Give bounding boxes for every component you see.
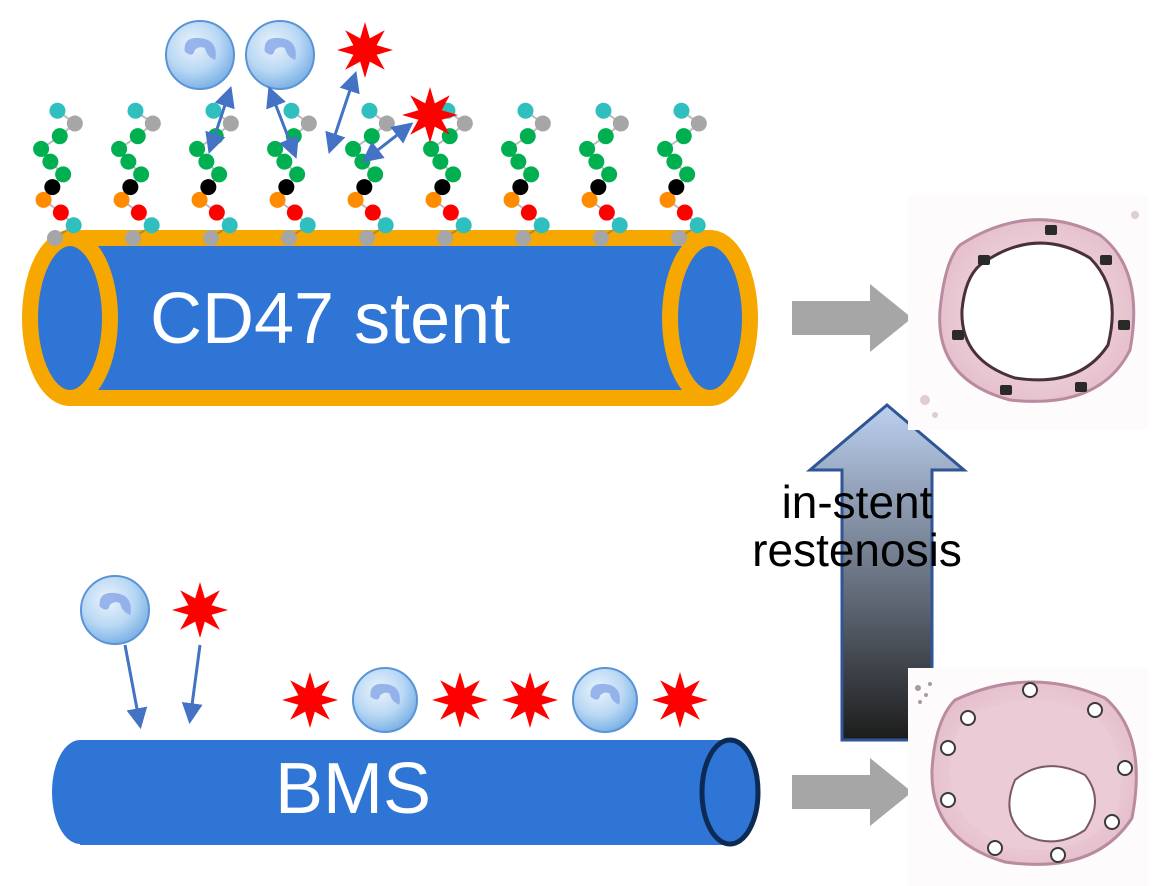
- histology-cd47: [908, 195, 1148, 430]
- restenosis-line2: restenosis: [742, 526, 972, 574]
- restenosis-annotation: in-stent restenosis: [742, 478, 972, 575]
- diagram-canvas: CD47 stent BMS in-stent restenosis: [0, 0, 1175, 886]
- peptide-chains: [33, 103, 707, 246]
- restenosis-line1: in-stent: [742, 478, 972, 526]
- diagram-svg: [0, 0, 1175, 886]
- cells-bottom: [81, 576, 708, 732]
- arrow-cd47-to-histology: [792, 284, 912, 352]
- bms-stent-label: BMS: [275, 748, 431, 830]
- histology-bms: [908, 668, 1148, 886]
- arrow-bms-to-histology: [792, 758, 912, 826]
- cd47-stent-label: CD47 stent: [150, 278, 510, 360]
